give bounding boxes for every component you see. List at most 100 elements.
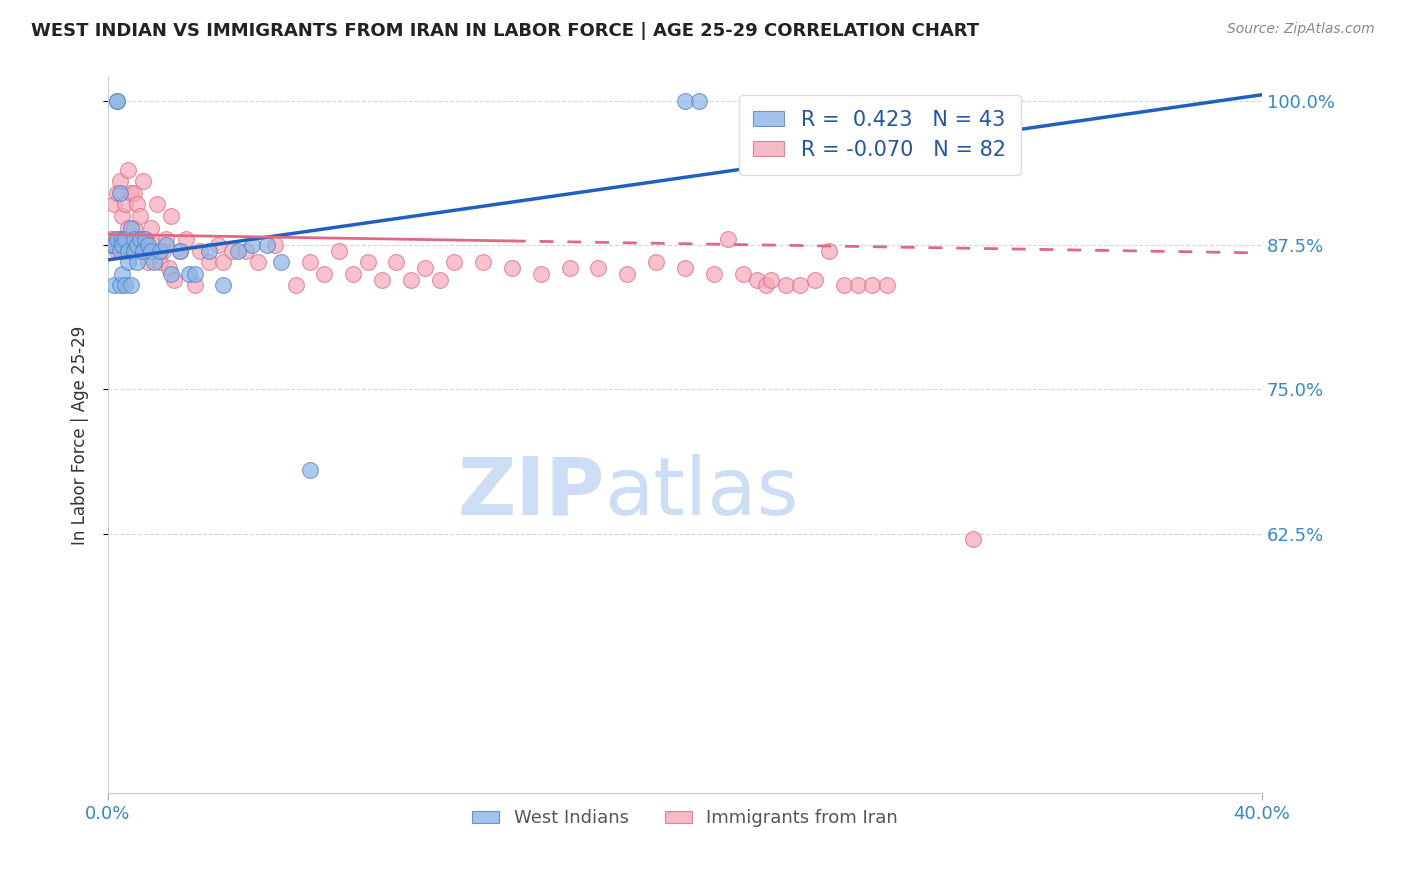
Point xyxy=(117,220,139,235)
Point xyxy=(117,244,139,258)
Point xyxy=(122,244,145,258)
Point xyxy=(616,267,638,281)
Point xyxy=(198,255,221,269)
Point xyxy=(111,232,134,246)
Point xyxy=(122,186,145,200)
Point xyxy=(207,238,229,252)
Point xyxy=(134,232,156,246)
Point xyxy=(731,267,754,281)
Point xyxy=(122,220,145,235)
Point xyxy=(385,255,408,269)
Point xyxy=(212,278,235,293)
Point xyxy=(761,272,783,286)
Point xyxy=(105,244,128,258)
Point xyxy=(240,238,263,252)
Point xyxy=(264,238,287,252)
Point xyxy=(103,238,125,252)
Point xyxy=(371,272,394,286)
Point xyxy=(501,260,523,275)
Point xyxy=(235,244,257,258)
Point xyxy=(413,260,436,275)
Point xyxy=(717,232,740,246)
Point xyxy=(143,238,166,252)
Point xyxy=(143,255,166,269)
Point xyxy=(298,255,321,269)
Point xyxy=(157,260,180,275)
Point xyxy=(152,244,174,258)
Point xyxy=(111,267,134,281)
Point xyxy=(149,244,172,258)
Point xyxy=(114,232,136,246)
Point xyxy=(558,260,581,275)
Point xyxy=(100,238,122,252)
Text: WEST INDIAN VS IMMIGRANTS FROM IRAN IN LABOR FORCE | AGE 25-29 CORRELATION CHART: WEST INDIAN VS IMMIGRANTS FROM IRAN IN L… xyxy=(31,22,979,40)
Point xyxy=(125,244,148,258)
Point xyxy=(155,232,177,246)
Point xyxy=(645,255,668,269)
Point xyxy=(114,244,136,258)
Point xyxy=(472,255,495,269)
Point xyxy=(125,238,148,252)
Point xyxy=(108,186,131,200)
Point xyxy=(117,162,139,177)
Text: atlas: atlas xyxy=(605,454,799,532)
Point xyxy=(105,94,128,108)
Point xyxy=(125,197,148,211)
Point xyxy=(111,209,134,223)
Point xyxy=(846,278,869,293)
Point xyxy=(246,255,269,269)
Point xyxy=(198,244,221,258)
Point xyxy=(530,267,553,281)
Point xyxy=(356,255,378,269)
Point xyxy=(108,244,131,258)
Point xyxy=(111,244,134,258)
Point xyxy=(117,255,139,269)
Point xyxy=(131,174,153,188)
Point xyxy=(122,232,145,246)
Point xyxy=(138,255,160,269)
Point xyxy=(108,278,131,293)
Point xyxy=(141,220,163,235)
Point xyxy=(862,278,884,293)
Point xyxy=(174,232,197,246)
Point xyxy=(114,232,136,246)
Point xyxy=(108,174,131,188)
Point xyxy=(100,232,122,246)
Point xyxy=(284,278,307,293)
Point xyxy=(745,272,768,286)
Point xyxy=(120,244,142,258)
Point xyxy=(128,232,150,246)
Point xyxy=(103,232,125,246)
Point xyxy=(183,267,205,281)
Point xyxy=(160,209,183,223)
Point xyxy=(114,278,136,293)
Point xyxy=(328,244,350,258)
Point xyxy=(120,278,142,293)
Point xyxy=(226,244,249,258)
Point xyxy=(314,267,336,281)
Point xyxy=(429,272,451,286)
Point xyxy=(163,272,186,286)
Point xyxy=(105,94,128,108)
Text: Source: ZipAtlas.com: Source: ZipAtlas.com xyxy=(1227,22,1375,37)
Point xyxy=(131,244,153,258)
Point xyxy=(673,260,696,275)
Point xyxy=(443,255,465,269)
Point xyxy=(212,255,235,269)
Point xyxy=(111,238,134,252)
Point xyxy=(108,232,131,246)
Point xyxy=(177,267,200,281)
Point xyxy=(103,278,125,293)
Point xyxy=(298,463,321,477)
Point xyxy=(105,232,128,246)
Point xyxy=(120,220,142,235)
Point xyxy=(146,197,169,211)
Point xyxy=(183,278,205,293)
Point xyxy=(155,238,177,252)
Point xyxy=(399,272,422,286)
Point xyxy=(270,255,292,269)
Point xyxy=(169,244,191,258)
Point xyxy=(755,278,778,293)
Point xyxy=(832,278,855,293)
Point xyxy=(818,244,841,258)
